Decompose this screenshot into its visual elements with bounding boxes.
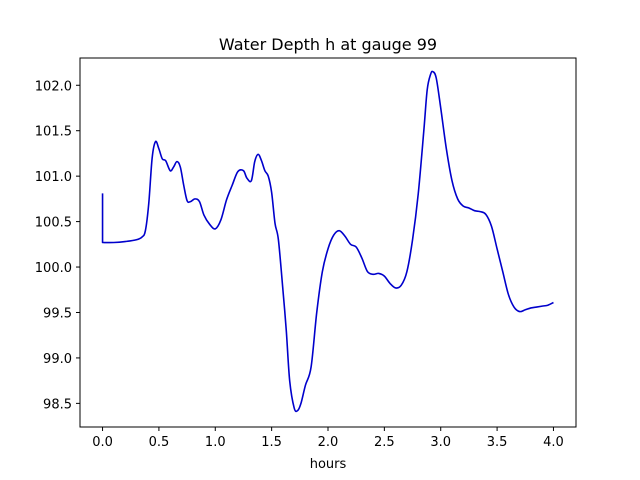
x-axis-label: hours	[310, 457, 347, 472]
y-tick-label: 99.5	[43, 306, 72, 321]
plot-series	[101, 70, 554, 413]
chart-title: Water Depth h at gauge 99	[219, 35, 437, 54]
x-axis: 0.0 0.5 1.0 1.5 2.0 2.5 3.0 3.5 4.0	[92, 427, 564, 450]
y-tick-label: 102.0	[35, 79, 72, 94]
y-axis: 98.5 99.0 99.5 100.0 100.5 101.0 101.5 102.0	[35, 79, 80, 412]
x-tick-label: 3.5	[487, 435, 508, 450]
y-tick-label: 101.0	[35, 170, 72, 185]
x-tick-label: 1.5	[261, 435, 282, 450]
series-line-0	[101, 70, 554, 413]
x-tick-label: 3.0	[430, 435, 451, 450]
x-tick-label: 1.0	[205, 435, 226, 450]
x-tick-label: 4.0	[543, 435, 564, 450]
x-tick-label: 2.5	[374, 435, 395, 450]
y-tick-label: 98.5	[43, 397, 72, 412]
x-tick-label: 0.5	[149, 435, 170, 450]
y-tick-label: 101.5	[35, 125, 72, 140]
x-tick-label: 2.0	[318, 435, 339, 450]
y-tick-label: 100.5	[35, 216, 72, 231]
y-tick-label: 100.0	[35, 261, 72, 276]
x-tick-label: 0.0	[92, 435, 113, 450]
plot-frame	[79, 57, 577, 428]
y-tick-label: 99.0	[43, 352, 72, 367]
